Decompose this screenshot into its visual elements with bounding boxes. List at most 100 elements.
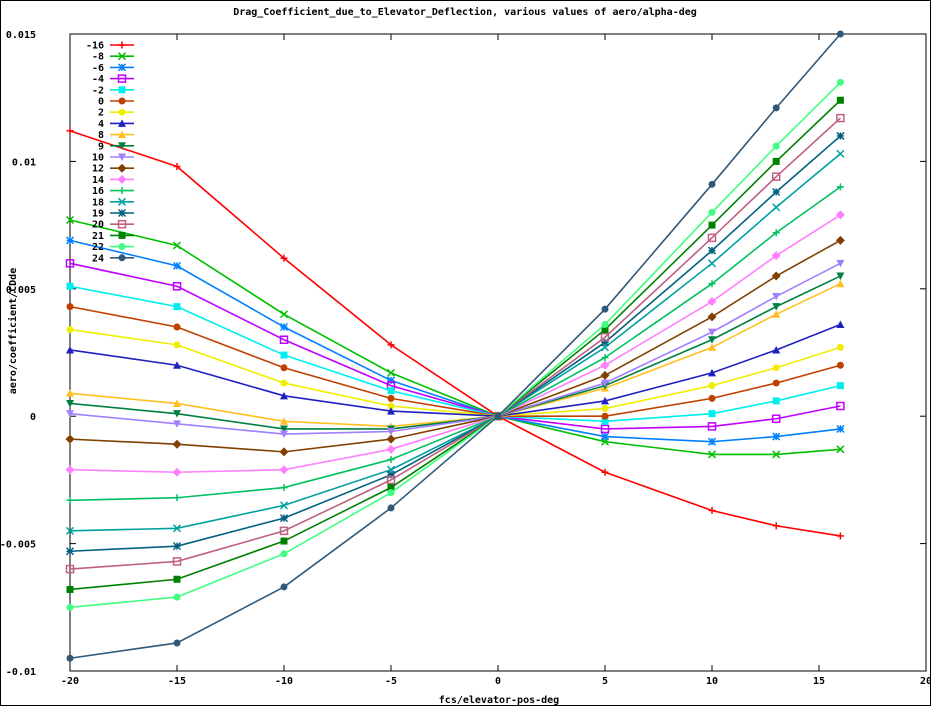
data-point bbox=[708, 343, 716, 351]
legend-marker bbox=[118, 119, 126, 127]
data-point bbox=[707, 450, 717, 459]
legend-label: 8 bbox=[98, 130, 104, 141]
data-point bbox=[836, 259, 845, 268]
data-point bbox=[387, 456, 395, 464]
legend-label: 24 bbox=[92, 253, 104, 264]
data-point bbox=[173, 323, 181, 331]
data-point bbox=[494, 412, 502, 420]
data-point bbox=[601, 305, 609, 313]
legend-label: -6 bbox=[92, 63, 104, 74]
legend-marker bbox=[118, 130, 126, 139]
data-point bbox=[386, 368, 396, 377]
legend-item: 19 bbox=[92, 209, 134, 220]
legend-item: 21 bbox=[92, 231, 134, 242]
data-point bbox=[173, 361, 181, 369]
data-point bbox=[601, 326, 609, 334]
y-axis-label: aero/coefficient/CDde bbox=[7, 268, 19, 394]
legend-label: 4 bbox=[98, 119, 104, 130]
data-point bbox=[836, 279, 845, 288]
x-tick-label: -15 bbox=[168, 676, 186, 687]
data-point bbox=[387, 394, 395, 402]
data-point bbox=[708, 208, 716, 216]
legend-label: 18 bbox=[92, 197, 104, 208]
data-point bbox=[771, 172, 781, 181]
legend-marker bbox=[117, 219, 127, 229]
data-point bbox=[601, 379, 609, 388]
data-point bbox=[66, 399, 74, 408]
data-point bbox=[386, 444, 396, 454]
data-point bbox=[772, 303, 781, 311]
data-point bbox=[66, 654, 74, 662]
data-point bbox=[772, 229, 780, 237]
data-point bbox=[708, 410, 716, 418]
data-point bbox=[173, 639, 181, 647]
data-point bbox=[66, 127, 74, 135]
data-point bbox=[173, 162, 181, 170]
data-point bbox=[601, 320, 609, 328]
data-point bbox=[172, 467, 182, 477]
legend-marker bbox=[117, 174, 127, 184]
data-point bbox=[387, 504, 395, 512]
legend-label: -8 bbox=[92, 52, 104, 63]
data-point bbox=[708, 394, 716, 402]
data-point bbox=[387, 387, 395, 395]
data-point bbox=[836, 424, 845, 433]
data-point bbox=[279, 335, 289, 345]
data-point bbox=[772, 203, 781, 212]
legend-marker bbox=[118, 142, 126, 150]
data-point bbox=[279, 514, 289, 523]
legend-marker bbox=[117, 208, 127, 218]
data-point bbox=[387, 407, 395, 415]
data-point bbox=[65, 465, 75, 475]
legend-marker bbox=[117, 74, 127, 83]
data-point bbox=[66, 389, 74, 397]
data-point bbox=[173, 341, 181, 349]
legend-item: 4 bbox=[98, 119, 134, 130]
data-point bbox=[280, 391, 288, 400]
data-point bbox=[279, 447, 289, 457]
data-point bbox=[835, 235, 845, 245]
data-point bbox=[772, 397, 780, 405]
data-point bbox=[835, 210, 845, 220]
data-point bbox=[836, 272, 845, 281]
data-point bbox=[771, 414, 781, 423]
data-point bbox=[772, 364, 780, 372]
data-point bbox=[708, 336, 716, 344]
data-point bbox=[172, 282, 182, 291]
data-point bbox=[836, 30, 844, 38]
data-point bbox=[172, 261, 182, 270]
legend-marker bbox=[117, 163, 127, 173]
legend-item: -4 bbox=[92, 74, 134, 85]
data-point bbox=[280, 254, 288, 262]
plot-axes: -20 -15 -10 -5 0 5 10 15 20-0.01-0.00500.0050.01… bbox=[0, 30, 931, 687]
data-point bbox=[836, 96, 844, 104]
data-point bbox=[172, 439, 182, 449]
data-point bbox=[772, 104, 780, 112]
x-axis-label: fcs/elevator-pos-deg bbox=[439, 695, 559, 706]
data-point bbox=[836, 320, 845, 328]
legend-marker bbox=[118, 243, 126, 251]
data-point bbox=[65, 526, 75, 535]
data-point bbox=[280, 550, 288, 558]
data-point bbox=[836, 113, 845, 123]
data-point bbox=[601, 412, 609, 420]
data-point bbox=[66, 585, 74, 593]
data-point bbox=[279, 310, 289, 319]
x-tick-label: 15 bbox=[813, 676, 825, 687]
legend-marker bbox=[117, 63, 127, 72]
y-tick-label: 0.01 bbox=[12, 157, 36, 168]
data-point bbox=[173, 410, 181, 418]
series-lines bbox=[65, 30, 845, 662]
data-point bbox=[601, 354, 609, 362]
legend-label: 10 bbox=[92, 153, 104, 164]
legend-item: -2 bbox=[92, 85, 134, 96]
data-point bbox=[173, 303, 181, 311]
data-point bbox=[836, 401, 845, 411]
data-point bbox=[387, 427, 395, 436]
data-point bbox=[600, 432, 610, 441]
data-point bbox=[386, 470, 396, 479]
data-point bbox=[600, 332, 610, 342]
